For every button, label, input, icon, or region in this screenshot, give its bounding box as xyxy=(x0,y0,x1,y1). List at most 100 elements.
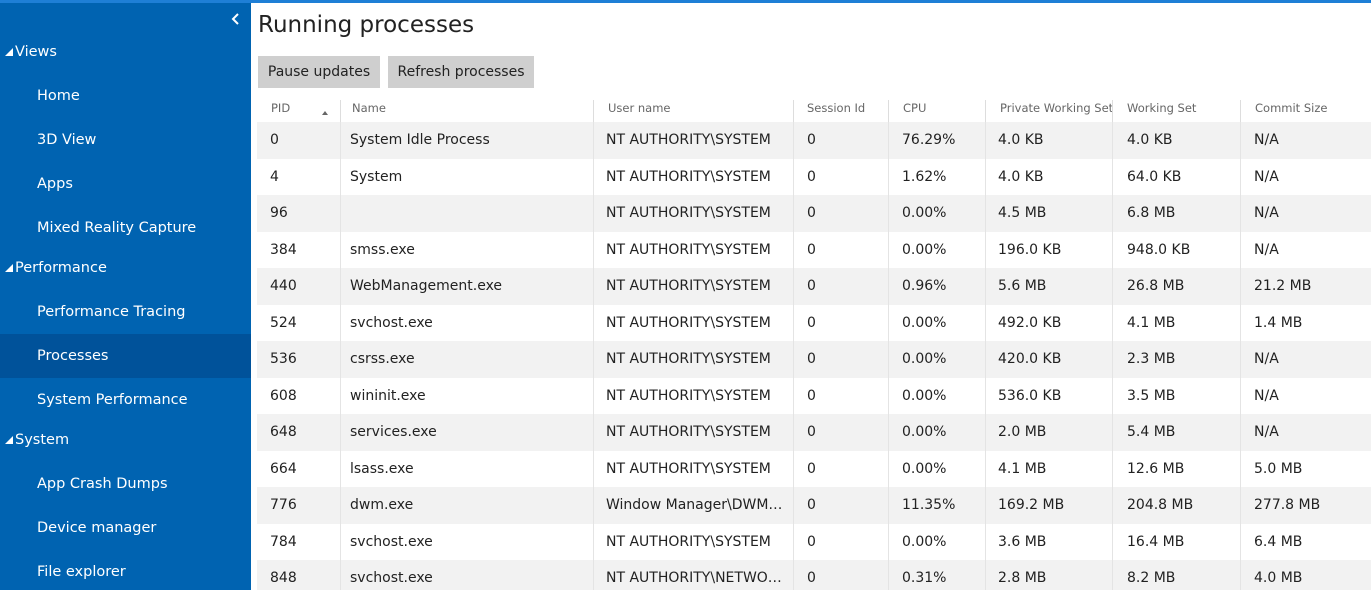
table-cell: 4.0 KB xyxy=(998,168,1044,185)
table-cell: 440 xyxy=(270,278,297,295)
page-title: Running processes xyxy=(258,12,475,38)
nav-item[interactable]: Apps xyxy=(37,176,73,192)
table-cell: 948.0 KB xyxy=(1127,241,1191,258)
table-cell: WebManagement.exe xyxy=(350,278,503,295)
sidebar: Views Home 3D View Apps Mixed Reality Captur… xyxy=(0,3,251,590)
table-cell: 0 xyxy=(807,351,816,368)
button[interactable]: Refresh processes xyxy=(388,56,534,88)
table-cell: 76.29% xyxy=(902,132,956,149)
row-background xyxy=(257,414,1371,451)
table-cell: 0.96% xyxy=(902,278,947,295)
table-cell: 784 xyxy=(270,533,297,550)
table-cell: 277.8 MB xyxy=(1254,497,1321,514)
row-background xyxy=(257,195,1371,232)
column-header[interactable]: CPU xyxy=(903,101,927,115)
row-background xyxy=(257,268,1371,305)
table-cell: 0.00% xyxy=(902,533,947,550)
table-cell: 0 xyxy=(807,241,816,258)
group-header[interactable]: System xyxy=(15,432,70,448)
table-cell: N/A xyxy=(1254,424,1279,441)
top-bar xyxy=(0,0,1371,3)
table-cell: wininit.exe xyxy=(350,387,426,404)
table-cell: 0.00% xyxy=(902,460,947,477)
table-cell: 1.62% xyxy=(902,168,947,185)
table-cell: 96 xyxy=(270,205,288,222)
table-cell: 0 xyxy=(807,314,816,331)
table-cell: 21.2 MB xyxy=(1254,278,1312,295)
table-cell: 0.00% xyxy=(902,387,947,404)
column-separator xyxy=(888,122,889,590)
column-header[interactable]: PID xyxy=(271,101,291,115)
group-arrow xyxy=(5,436,13,444)
table-cell: smss.exe xyxy=(350,241,415,258)
button[interactable]: Pause updates xyxy=(258,56,380,88)
table-cell: N/A xyxy=(1254,241,1279,258)
table-cell: 8.2 MB xyxy=(1127,570,1176,587)
group-header[interactable]: Performance xyxy=(15,260,107,276)
table-cell: 0 xyxy=(807,278,816,295)
table-cell: 0 xyxy=(807,168,816,185)
column-separator xyxy=(340,122,341,590)
table-cell: csrss.exe xyxy=(350,351,415,368)
column-header[interactable]: Name xyxy=(352,101,386,115)
column-separator xyxy=(1240,122,1241,590)
table-cell: 492.0 KB xyxy=(998,314,1062,331)
table-cell: 3.6 MB xyxy=(998,533,1047,550)
nav-item[interactable]: File explorer xyxy=(37,564,126,580)
table-cell: 169.2 MB xyxy=(998,497,1065,514)
column-header[interactable]: User name xyxy=(608,101,671,115)
table-cell: 11.35% xyxy=(902,497,956,514)
table-cell: 384 xyxy=(270,241,297,258)
table-cell: 16.4 MB xyxy=(1127,533,1185,550)
column-header[interactable]: Private Working Set xyxy=(1000,101,1114,115)
column-separator xyxy=(593,122,594,590)
table-cell: 64.0 KB xyxy=(1127,168,1182,185)
column-header[interactable]: Working Set xyxy=(1127,101,1197,115)
sort-arrow xyxy=(322,111,328,115)
table-cell: NT AUTHORITY\SYSTEM xyxy=(606,460,771,477)
table-cell: svchost.exe xyxy=(350,533,433,550)
table-cell: NT AUTHORITY\SYSTEM xyxy=(606,533,771,550)
table-cell: 524 xyxy=(270,314,297,331)
table-cell: 4.1 MB xyxy=(1127,314,1176,331)
nav-item[interactable]: Device manager xyxy=(37,520,157,536)
table-cell: System xyxy=(350,168,403,185)
table-cell: 12.6 MB xyxy=(1127,460,1185,477)
table-cell: svchost.exe xyxy=(350,314,433,331)
selected-highlight xyxy=(0,334,251,378)
row-background xyxy=(257,487,1371,524)
table-cell: 776 xyxy=(270,497,297,514)
row-background xyxy=(257,560,1371,590)
table-cell: System Idle Process xyxy=(350,132,490,149)
nav-item[interactable]: Mixed Reality Capture xyxy=(37,220,197,236)
column-header[interactable]: Session Id xyxy=(807,101,866,115)
group-arrow xyxy=(5,48,13,56)
table-cell: 0 xyxy=(807,460,816,477)
nav-item[interactable]: Processes xyxy=(37,348,109,364)
table-cell: NT AUTHORITY\SYSTEM xyxy=(606,241,771,258)
row-background xyxy=(257,122,1371,159)
table-cell: 0.00% xyxy=(902,314,947,331)
column-header[interactable]: Commit Size xyxy=(1255,101,1328,115)
table-cell: 4.1 MB xyxy=(998,460,1047,477)
table-cell: 0 xyxy=(807,570,816,587)
group-header[interactable]: Views xyxy=(15,44,57,60)
table-cell: 6.4 MB xyxy=(1254,533,1303,550)
table-cell: 4.0 KB xyxy=(1127,132,1173,149)
collapse-button[interactable] xyxy=(228,11,242,27)
column-separator xyxy=(1112,122,1113,590)
table-cell: services.exe xyxy=(350,424,437,441)
nav-item[interactable]: 3D View xyxy=(37,132,97,148)
column-separator xyxy=(985,122,986,590)
nav-item[interactable]: App Crash Dumps xyxy=(37,476,168,492)
table-cell: 648 xyxy=(270,424,297,441)
nav-item[interactable]: Home xyxy=(37,88,80,104)
table-cell: 4.5 MB xyxy=(998,205,1047,222)
group-arrow xyxy=(5,264,13,272)
nav-item[interactable]: Performance Tracing xyxy=(37,304,186,320)
table-cell: N/A xyxy=(1254,205,1279,222)
table-cell: NT AUTHORITY\NETWO… xyxy=(606,570,782,587)
table-cell: 664 xyxy=(270,460,297,477)
nav-item[interactable]: System Performance xyxy=(37,392,188,408)
